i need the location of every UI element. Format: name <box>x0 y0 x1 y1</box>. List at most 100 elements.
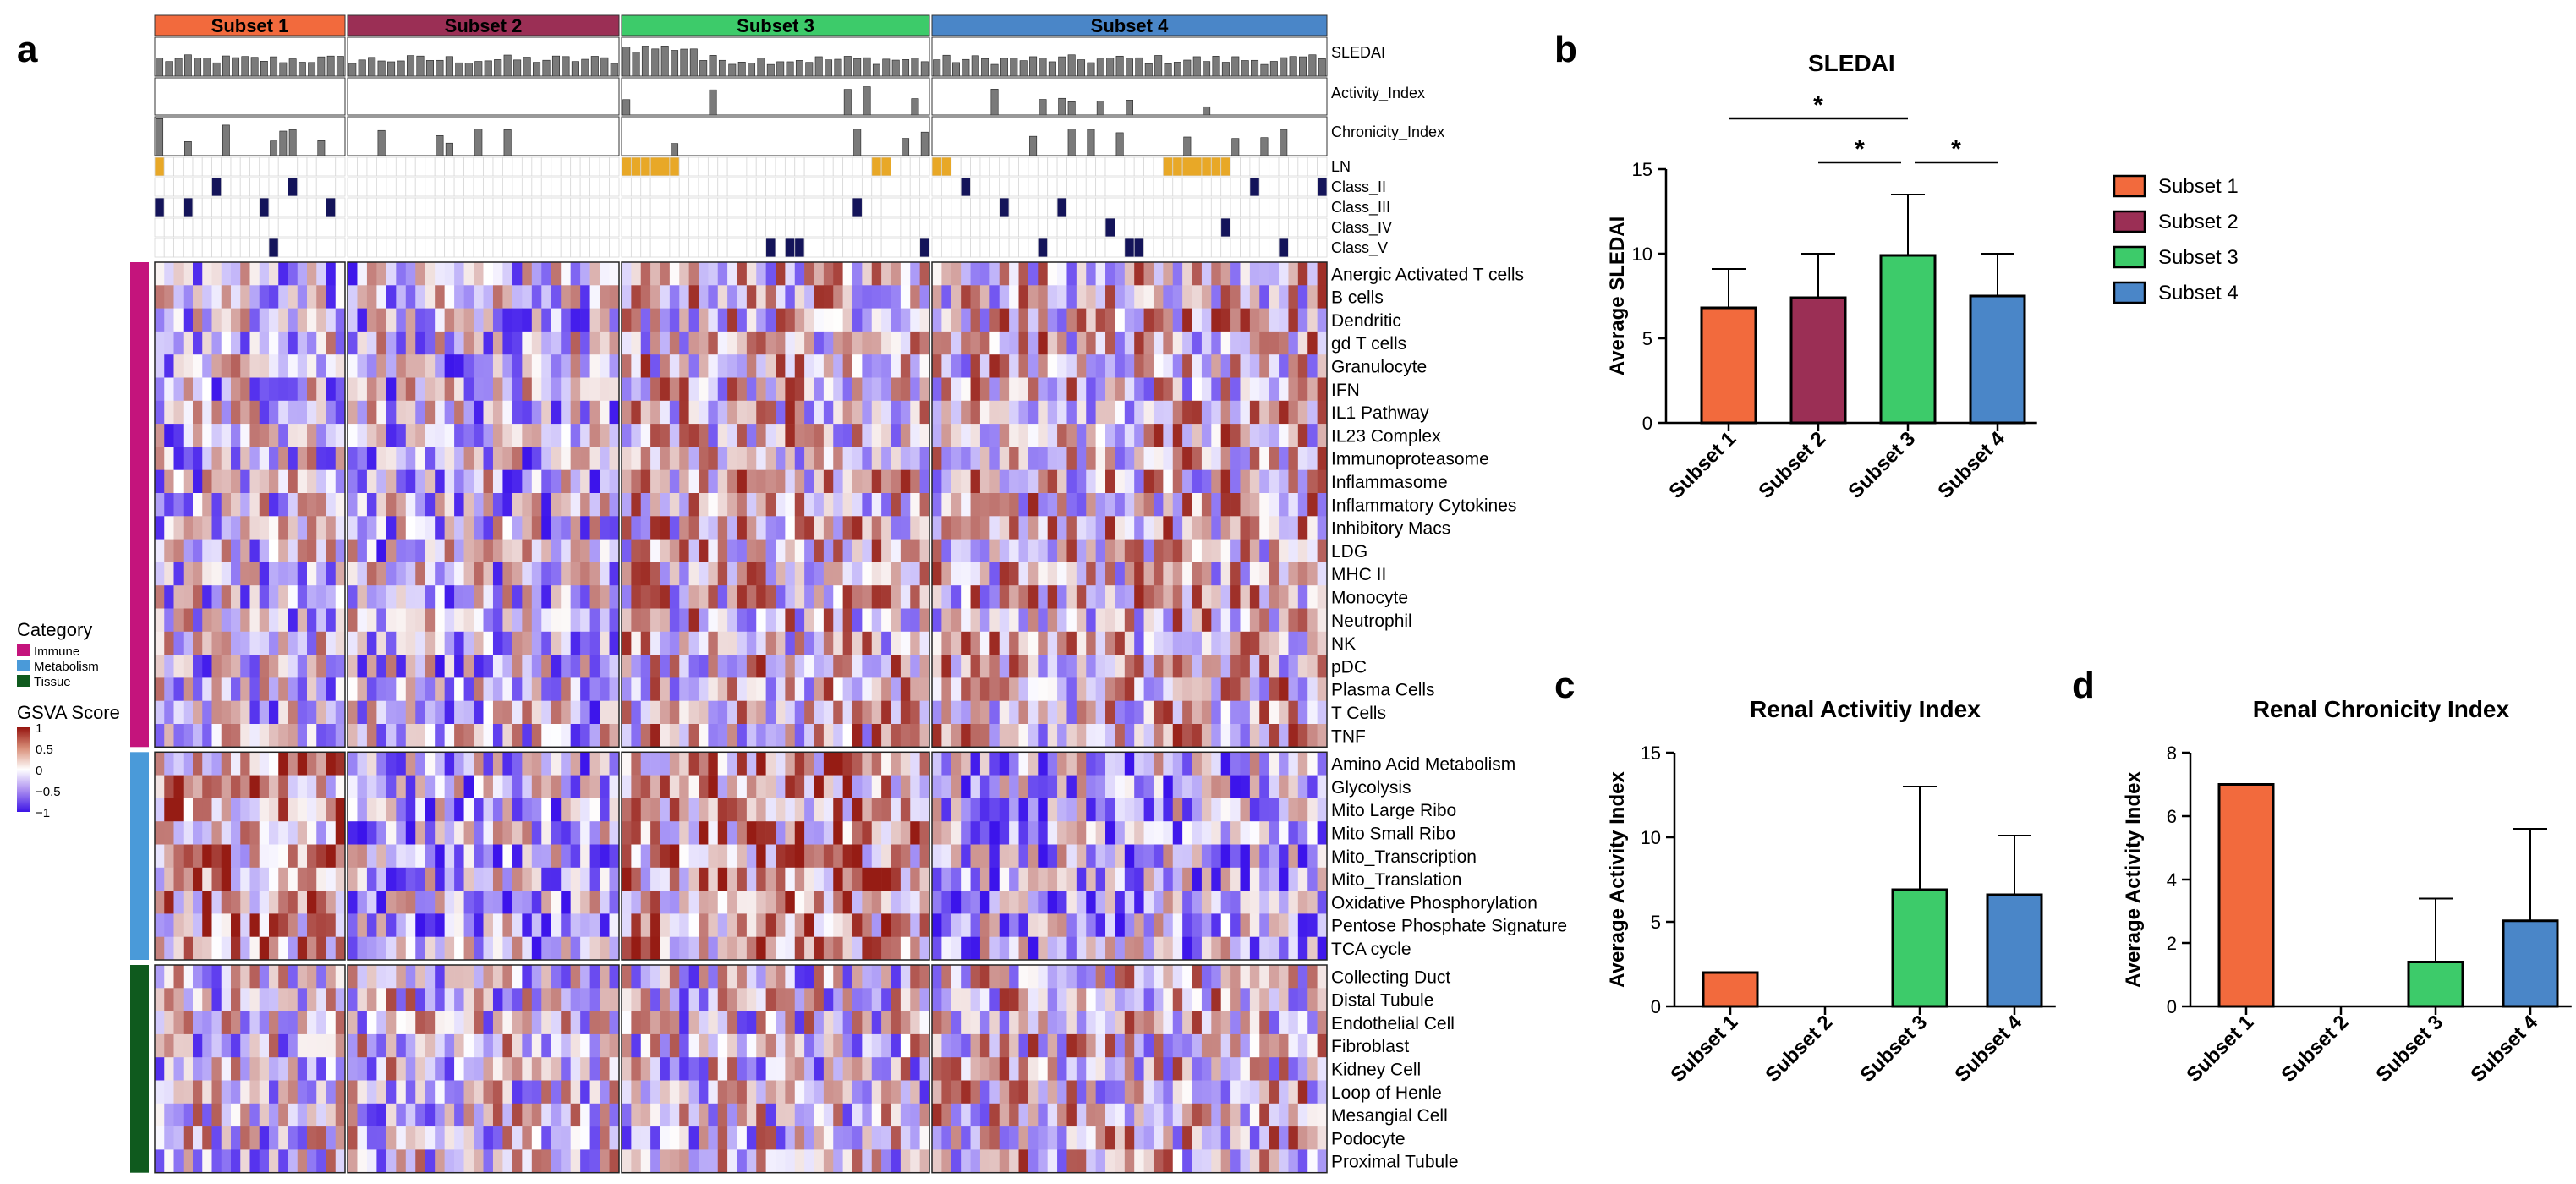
heatmap-cell <box>688 913 699 937</box>
heatmap-cell <box>640 493 651 517</box>
anno-cell <box>463 238 474 258</box>
anno-cell <box>1172 177 1183 197</box>
anno-bar <box>942 54 951 77</box>
heatmap-cell <box>1057 539 1067 563</box>
anno-cell <box>852 238 863 258</box>
heatmap-cell <box>852 867 863 891</box>
heatmap-cell <box>1153 608 1164 633</box>
heatmap-cell <box>785 308 796 332</box>
heatmap-cell <box>900 936 911 961</box>
heatmap-cell <box>366 447 377 470</box>
heatmap-cell <box>589 285 600 309</box>
heatmap-cell <box>155 677 165 701</box>
heatmap-cell <box>454 354 464 378</box>
heatmap-cell <box>708 988 719 1011</box>
heatmap-cell <box>502 562 513 586</box>
heatmap-cell <box>1249 262 1260 286</box>
heatmap-cell <box>961 585 971 609</box>
heatmap-cell <box>444 447 455 470</box>
anno-cell <box>570 177 581 197</box>
anno-cell <box>366 177 377 197</box>
heatmap-cell <box>804 677 814 701</box>
heatmap-cell <box>357 677 368 701</box>
heatmap-cell <box>852 262 863 286</box>
heatmap-cell <box>249 988 260 1011</box>
heatmap-cell <box>474 285 484 309</box>
heatmap-cell <box>316 891 326 914</box>
anno-cell <box>211 238 222 258</box>
anno-cell <box>861 177 873 197</box>
heatmap-cell <box>240 913 250 937</box>
heatmap-cell <box>1269 585 1280 609</box>
anno-cell <box>640 217 651 238</box>
heatmap-cell <box>862 1033 873 1058</box>
heatmap-cell <box>1297 867 1308 891</box>
anno-cell <box>366 197 377 217</box>
heatmap-cell <box>357 262 368 286</box>
heatmap-cell <box>570 331 581 355</box>
anno-cell <box>560 238 572 258</box>
heatmap-cell <box>679 891 689 914</box>
heatmap-cell <box>561 562 571 586</box>
heatmap-cell <box>1240 262 1251 286</box>
heatmap-cell <box>396 262 407 286</box>
heatmap-cell <box>1115 1033 1126 1058</box>
anno-cell <box>1115 177 1126 197</box>
anno-cell <box>717 217 728 238</box>
heatmap-cell <box>679 844 689 869</box>
anno-bar <box>641 46 649 77</box>
heatmap-cell <box>1211 377 1222 402</box>
heatmap-cell <box>405 913 416 937</box>
heatmap-cell <box>1249 913 1260 937</box>
heatmap-cell <box>183 867 194 891</box>
anno-bar <box>795 60 803 77</box>
anno-cell <box>531 238 542 258</box>
heatmap-cell <box>631 891 642 914</box>
heatmap-cell <box>1279 913 1289 937</box>
anno-cell <box>1143 238 1154 258</box>
heatmap-cell <box>1279 308 1289 332</box>
heatmap-cell <box>688 262 699 286</box>
heatmap-cell <box>1249 655 1260 678</box>
heatmap-cell <box>307 354 317 378</box>
heatmap-cell <box>1095 655 1106 678</box>
heatmap-cell <box>240 891 250 914</box>
heatmap-cell <box>785 354 796 378</box>
anno-cell <box>1220 177 1231 197</box>
anno-cell <box>239 177 250 197</box>
heatmap-cell <box>297 965 308 989</box>
anno-cell <box>444 238 455 258</box>
heatmap-cell <box>454 1057 464 1081</box>
heatmap-cell <box>852 1033 863 1058</box>
heatmap-cell <box>823 1033 834 1058</box>
heatmap-cell <box>522 867 533 891</box>
heatmap-cell <box>1047 262 1058 286</box>
heatmap-cell <box>699 285 709 309</box>
heatmap-cell <box>1163 331 1174 355</box>
heatmap-cell <box>589 516 600 540</box>
heatmap-cell <box>444 285 455 309</box>
heatmap-cell <box>297 447 308 470</box>
heatmap-cell <box>376 354 387 378</box>
anno-cell <box>1047 217 1058 238</box>
heatmap-cell <box>376 447 387 470</box>
heatmap-cell <box>717 936 728 961</box>
anno-bar <box>1067 129 1076 156</box>
anno-cell <box>211 177 222 197</box>
heatmap-cell <box>164 891 174 914</box>
heatmap-cell <box>326 469 337 494</box>
heatmap-cell <box>326 608 337 633</box>
anno-cell <box>900 156 911 177</box>
heatmap-cell <box>1240 844 1251 869</box>
heatmap-cell <box>474 308 484 332</box>
heatmap-cell <box>551 655 562 678</box>
heatmap-cell <box>999 562 1010 586</box>
heatmap-cell <box>415 424 426 447</box>
heatmap-cell <box>1076 655 1087 678</box>
heatmap-cell <box>405 724 416 748</box>
heatmap-cell <box>1057 724 1067 748</box>
heatmap-cell <box>1279 821 1289 845</box>
heatmap-cell <box>1240 677 1251 701</box>
heatmap-cell <box>288 493 299 517</box>
heatmap-cell <box>173 424 184 447</box>
